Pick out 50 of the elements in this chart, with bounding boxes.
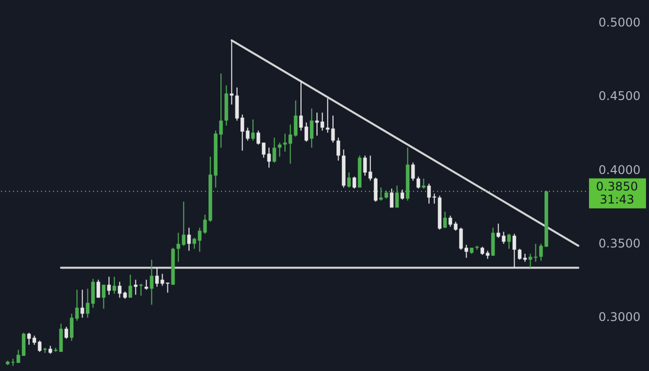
candlestick (272, 137, 276, 164)
candlestick (176, 232, 180, 262)
candlestick (246, 127, 250, 142)
candlestick (64, 326, 68, 340)
y-tick-label: 0.5000 (598, 16, 640, 30)
y-tick-label: 0.3000 (598, 310, 640, 324)
candlestick (187, 227, 191, 252)
candlestick (182, 201, 186, 246)
candlestick (251, 119, 255, 142)
candlestick (395, 185, 399, 208)
candlestick (150, 259, 154, 306)
candlestick (352, 176, 356, 190)
candlestick (80, 289, 84, 318)
text: 31:43 (600, 192, 634, 206)
y-tick-label: 0.4500 (598, 89, 640, 104)
candlestick (139, 283, 143, 296)
candlestick (96, 279, 100, 298)
candlestick (491, 227, 495, 256)
candlestick (379, 187, 383, 202)
candlestick (294, 100, 298, 138)
candlestick (507, 233, 511, 250)
candlestick (134, 279, 138, 296)
candlestick (166, 282, 170, 294)
candlestick (22, 332, 26, 356)
ref-line-label: 0.3850 (596, 179, 638, 194)
candlestick (443, 211, 447, 228)
candlestick (256, 130, 260, 146)
y-tick-label: 0.3500 (598, 236, 640, 250)
candlestick (192, 237, 196, 250)
candlestick (38, 340, 42, 352)
candlestick (102, 284, 106, 310)
candlestick (336, 137, 340, 162)
candlestick (278, 142, 282, 158)
candlestick (502, 231, 506, 244)
candlestick (400, 189, 404, 200)
candlestick (374, 177, 378, 202)
candlestick (390, 188, 394, 208)
candlestick (310, 108, 314, 148)
candlestick (534, 243, 538, 262)
candlestick (230, 40, 234, 106)
candlestick (422, 178, 426, 190)
y-tick-label: 0.4000 (598, 162, 640, 177)
candlestick (107, 276, 111, 296)
candlestick (416, 176, 420, 190)
candlestick (411, 162, 415, 182)
candlestick (347, 172, 351, 188)
candlestick (448, 215, 452, 228)
candlestick (128, 274, 132, 298)
candlestick (512, 233, 516, 268)
candlestick (112, 276, 116, 294)
